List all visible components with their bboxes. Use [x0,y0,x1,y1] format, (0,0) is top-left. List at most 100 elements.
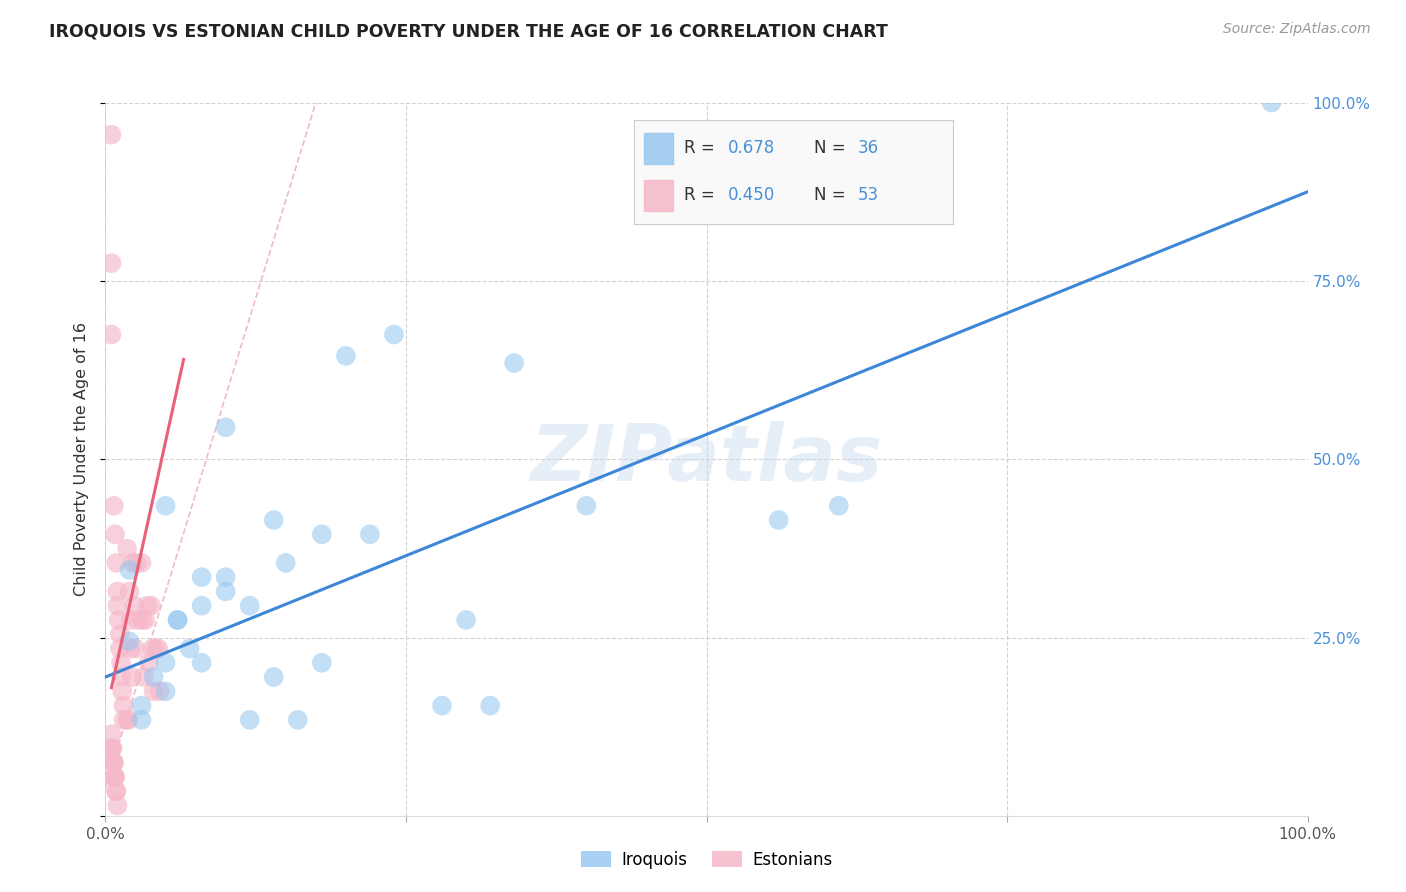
Point [115,541,138,556]
Point [111,684,134,698]
Point [179,641,201,656]
Point [110,656,132,670]
Point [166,613,188,627]
Point [190,599,212,613]
Point [1260,95,1282,110]
Point [166,613,188,627]
Point [107,584,129,599]
Point [382,327,405,342]
Point [118,584,141,599]
Point [131,556,153,570]
Point [575,499,598,513]
Point [127,613,149,627]
Point [124,599,146,613]
Point [124,641,146,656]
Point [105,784,128,798]
Bar [644,133,672,164]
Point [100,727,122,741]
Point [190,656,212,670]
Point [125,556,148,570]
Point [107,798,129,813]
Point [274,556,297,570]
Text: Source: ZipAtlas.com: Source: ZipAtlas.com [1223,22,1371,37]
Point [100,327,122,342]
Point [311,656,333,670]
Point [214,570,236,584]
Point [287,713,309,727]
Point [107,613,129,627]
Point [115,713,138,727]
Point [148,684,170,698]
Point [103,770,125,784]
Text: N =: N = [814,186,851,204]
Text: 0.450: 0.450 [728,186,776,204]
Point [104,770,127,784]
Point [214,420,236,434]
Point [145,641,167,656]
Point [142,670,165,684]
Point [100,741,122,756]
Point [112,698,135,713]
Point [104,527,127,541]
Point [103,756,125,770]
Point [263,513,285,527]
Point [454,613,477,627]
Point [100,128,122,142]
Point [101,741,124,756]
Point [103,756,125,770]
Text: R =: R = [683,186,720,204]
Point [430,698,453,713]
Point [239,713,262,727]
Point [155,656,177,670]
Point [118,634,141,648]
Point [132,670,155,684]
Point [117,713,139,727]
Point [122,556,145,570]
Point [190,570,212,584]
Point [828,499,851,513]
Text: ZIPatlas: ZIPatlas [530,421,883,498]
Point [105,556,128,570]
Point [108,641,131,656]
Point [107,599,129,613]
Point [479,698,502,713]
Point [120,641,142,656]
Point [103,499,125,513]
Point [239,599,262,613]
Point [110,670,132,684]
Point [104,770,127,784]
Point [121,670,143,684]
Point [100,256,122,270]
Text: 36: 36 [858,139,879,157]
Point [359,527,381,541]
Point [100,741,122,756]
Y-axis label: Child Poverty Under the Age of 16: Child Poverty Under the Age of 16 [75,322,90,597]
Point [120,613,142,627]
Point [155,499,177,513]
Point [141,641,163,656]
Point [105,784,128,798]
Point [214,584,236,599]
Text: 53: 53 [858,186,879,204]
Point [136,599,159,613]
Point [131,698,153,713]
Text: R =: R = [683,139,720,157]
Point [263,670,285,684]
Bar [644,180,672,211]
Text: N =: N = [814,139,851,157]
Point [148,641,170,656]
Point [768,513,790,527]
Point [134,613,156,627]
Point [112,713,135,727]
Text: 0.678: 0.678 [728,139,776,157]
Point [335,349,357,363]
Point [503,356,526,370]
Point [139,599,162,613]
Point [311,527,333,541]
Point [155,684,177,698]
Point [108,627,131,641]
Point [142,684,165,698]
Point [138,656,160,670]
Point [131,713,153,727]
Legend: Iroquois, Estonians: Iroquois, Estonians [574,845,839,876]
